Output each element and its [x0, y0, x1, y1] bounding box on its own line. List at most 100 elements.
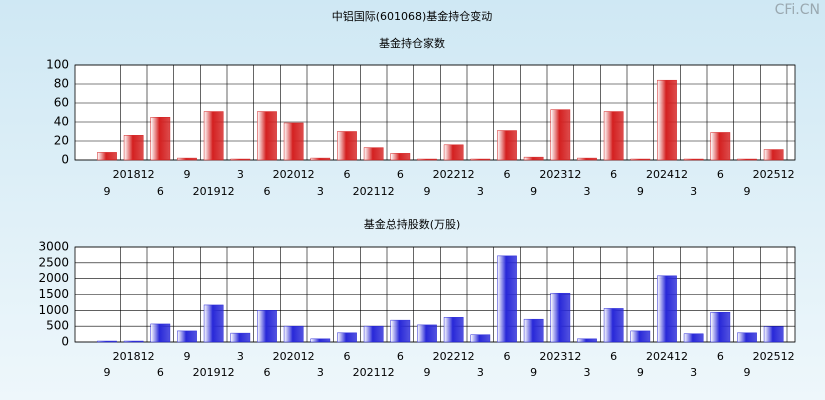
- x-tick-label: 9: [530, 366, 537, 379]
- x-tick-label: 202112: [353, 185, 395, 198]
- x-tick-label: 201812: [113, 350, 155, 363]
- x-tick-label: 9: [424, 366, 431, 379]
- x-tick-label: 201912: [193, 366, 235, 379]
- bar: [337, 131, 357, 161]
- x-tick-label: 6: [344, 350, 351, 363]
- x-tick-label: 6: [610, 350, 617, 363]
- bar: [470, 334, 491, 343]
- bar: [150, 323, 171, 343]
- bar: [123, 135, 144, 161]
- x-tick-label: 9: [424, 185, 431, 198]
- bar: [550, 292, 571, 343]
- y-tick-label: 0: [61, 335, 69, 349]
- x-tick-label: 9: [744, 185, 751, 198]
- bar: [337, 332, 357, 343]
- bar: [683, 158, 704, 161]
- y-tick-label: 40: [54, 115, 69, 129]
- y-tick-label: 80: [54, 77, 69, 91]
- x-tick-label: 3: [317, 366, 324, 379]
- y-tick-label: 60: [54, 96, 69, 110]
- bar: [763, 326, 784, 343]
- x-tick-label: 9: [184, 350, 191, 363]
- bar: [203, 111, 224, 161]
- bar: [577, 338, 597, 343]
- x-tick-label: 201812: [113, 168, 155, 181]
- bar: [310, 157, 331, 161]
- bar: [737, 158, 757, 161]
- bar: [550, 109, 571, 161]
- bar: [470, 158, 491, 161]
- bar: [97, 152, 117, 161]
- bar: [497, 130, 517, 161]
- bar: [710, 311, 731, 343]
- bar: [230, 158, 251, 161]
- bar: [230, 332, 251, 343]
- x-tick-label: 3: [237, 350, 244, 363]
- x-tick-label: 9: [637, 366, 644, 379]
- bar: [257, 111, 277, 161]
- x-tick-label: 202312: [539, 350, 581, 363]
- bar: [630, 158, 651, 161]
- y-tick-label: 20: [54, 134, 69, 148]
- x-tick-label: 9: [104, 366, 111, 379]
- watermark: CFi.CN: [775, 2, 820, 18]
- x-tick-label: 6: [504, 168, 511, 181]
- bar: [737, 332, 757, 343]
- x-tick-label: 202012: [273, 350, 315, 363]
- bar: [523, 156, 544, 161]
- x-tick-label: 202012: [273, 168, 315, 181]
- bar: [630, 330, 651, 343]
- x-tick-label: 6: [157, 366, 164, 379]
- bar: [417, 158, 437, 161]
- x-tick-label: 6: [264, 366, 271, 379]
- x-tick-label: 9: [184, 168, 191, 181]
- x-tick-label: 202212: [433, 168, 475, 181]
- y-tick-label: 500: [46, 319, 69, 333]
- y-tick-label: 2000: [38, 271, 69, 285]
- x-tick-label: 9: [530, 185, 537, 198]
- x-tick-label: 6: [397, 350, 404, 363]
- x-tick-label: 3: [584, 366, 591, 379]
- x-tick-label: 3: [690, 185, 697, 198]
- bar: [417, 324, 437, 343]
- x-tick-label: 6: [264, 185, 271, 198]
- x-tick-label: 6: [717, 350, 724, 363]
- bar: [177, 330, 197, 343]
- bar: [523, 318, 544, 343]
- x-tick-label: 6: [610, 168, 617, 181]
- bar: [283, 325, 304, 343]
- y-tick-label: 2500: [38, 255, 69, 269]
- bar: [657, 79, 677, 161]
- x-tick-label: 6: [344, 168, 351, 181]
- y-tick-label: 0: [61, 153, 69, 167]
- y-tick-label: 1500: [38, 287, 69, 301]
- bar: [603, 308, 624, 343]
- bar: [203, 304, 224, 343]
- bar: [150, 117, 171, 161]
- page-title: 中铝国际(601068)基金持仓变动: [332, 9, 493, 23]
- x-tick-label: 202112: [353, 366, 395, 379]
- bar: [363, 325, 384, 343]
- plot-area: [74, 64, 796, 161]
- x-tick-label: 3: [477, 366, 484, 379]
- x-tick-label: 3: [237, 168, 244, 181]
- x-tick-label: 3: [690, 366, 697, 379]
- bar: [97, 340, 117, 343]
- x-tick-label: 202412: [646, 168, 688, 181]
- bar: [683, 333, 704, 343]
- bar: [177, 157, 197, 161]
- x-tick-label: 202512: [753, 168, 795, 181]
- x-tick-label: 3: [317, 185, 324, 198]
- bar: [443, 317, 464, 343]
- x-tick-label: 9: [104, 185, 111, 198]
- bar: [497, 255, 517, 343]
- bar: [577, 157, 597, 161]
- x-tick-label: 201912: [193, 185, 235, 198]
- x-tick-label: 6: [157, 185, 164, 198]
- bar: [283, 122, 304, 161]
- y-tick-label: 3000: [38, 240, 69, 254]
- bar: [763, 149, 784, 161]
- x-tick-label: 202212: [433, 350, 475, 363]
- x-tick-label: 202312: [539, 168, 581, 181]
- bar: [657, 275, 677, 343]
